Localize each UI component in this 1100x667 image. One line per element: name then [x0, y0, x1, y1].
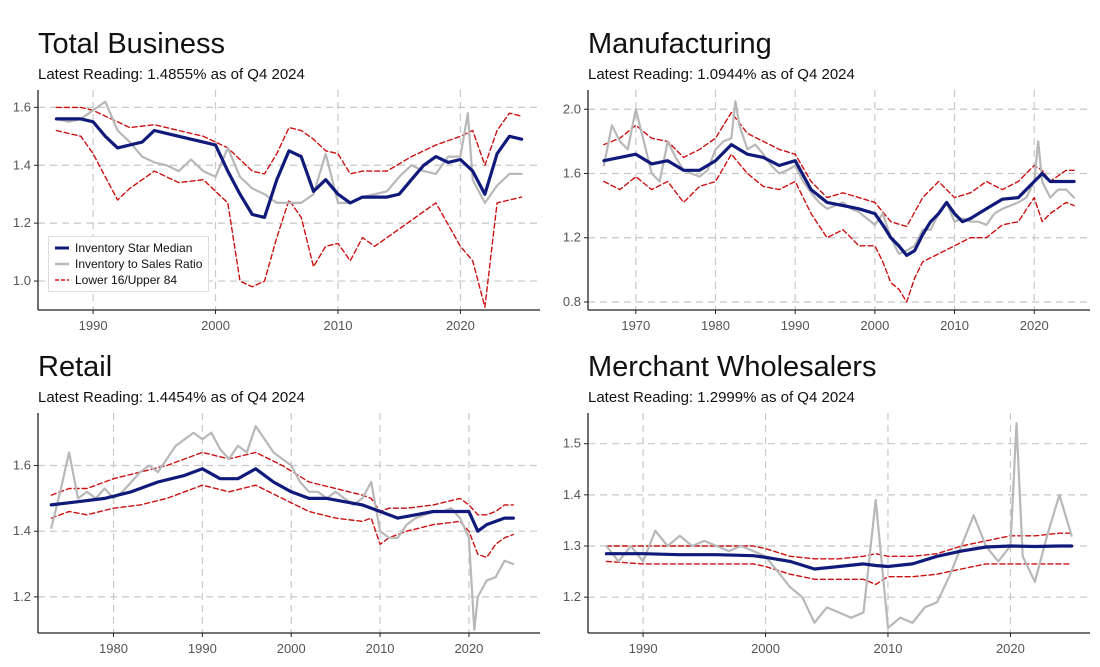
legend-label: Inventory Star Median — [75, 241, 193, 255]
panel-manufacturing: 1970 1980 1990 2000 2010 2020 0.8 1.2 1.6 2.0 Man… — [550, 0, 1100, 333]
x-tick-label: 2020 — [1020, 318, 1049, 333]
latest-reading: Latest Reading: 1.4855% as of Q4 2024 — [38, 66, 305, 83]
y-tick-label: 1.6 — [13, 458, 31, 473]
y-tick-label: 1.4 — [13, 157, 31, 172]
series-lower-16 — [603, 153, 1075, 303]
x-tick-label: 1990 — [629, 641, 658, 656]
latest-reading: Latest Reading: 1.2999% as of Q4 2024 — [588, 389, 855, 406]
x-tick-label: 2000 — [201, 318, 230, 333]
chart-total-business: 1990 2000 2010 2020 1.0 1.2 1.4 1.6 — [13, 90, 540, 333]
panel-merchant-wholesalers: 1990 2000 2010 2020 1.2 1.3 1.4 1.5 Merchant Wh… — [550, 323, 1100, 656]
x-tick-label: 2010 — [874, 641, 903, 656]
series-inventory-star-median — [54, 117, 524, 219]
series-upper-84 — [50, 451, 514, 516]
x-tick-label: 1980 — [701, 318, 730, 333]
legend-key-band — [55, 273, 69, 287]
y-tick-label: 1.5 — [563, 436, 581, 451]
x-tick-label: 1990 — [781, 318, 810, 333]
latest-reading: Latest Reading: 1.0944% as of Q4 2024 — [588, 66, 855, 83]
legend: Inventory Star Median Inventory to Sales… — [48, 236, 210, 292]
chart-merchant-wholesalers: 1990 2000 2010 2020 1.2 1.3 1.4 1.5 — [563, 413, 1090, 656]
x-tick-label: 2020 — [454, 641, 483, 656]
series-inventory-to-sales-ratio — [602, 100, 1076, 255]
chart-retail: 1980 1990 2000 2010 2020 1.2 1.4 1.6 — [13, 413, 540, 656]
x-tick-label: 1990 — [188, 641, 217, 656]
y-tick-label: 1.4 — [13, 523, 31, 538]
y-tick-label: 1.2 — [563, 589, 581, 604]
y-tick-label: 1.0 — [13, 273, 31, 288]
panel-title: Retail — [38, 351, 113, 383]
panel-total-business: 1990 2000 2010 2020 1.0 1.2 1.4 1.6 Total Busin… — [0, 0, 550, 333]
x-tick-label: 2000 — [751, 641, 780, 656]
legend-key-median — [55, 241, 69, 255]
legend-label: Inventory to Sales Ratio — [75, 257, 203, 271]
y-tick-label: 1.3 — [563, 538, 581, 553]
y-tick-label: 1.2 — [13, 215, 31, 230]
series-lower-16 — [55, 129, 523, 308]
legend-key-ratio — [55, 257, 69, 271]
x-tick-label: 2000 — [277, 641, 306, 656]
x-tick-label: 1980 — [99, 641, 128, 656]
series-lower-16 — [50, 484, 514, 559]
x-tick-label: 2020 — [446, 318, 475, 333]
y-tick-label: 2.0 — [563, 101, 581, 116]
x-tick-label: 1970 — [621, 318, 650, 333]
series-inventory-star-median — [604, 544, 1074, 571]
latest-reading: Latest Reading: 1.4454% as of Q4 2024 — [38, 389, 305, 406]
legend-item-median: Inventory Star Median — [55, 240, 202, 256]
y-tick-label: 1.6 — [563, 166, 581, 181]
y-tick-label: 0.8 — [563, 294, 581, 309]
series-upper-84 — [55, 106, 523, 175]
x-tick-label: 2000 — [860, 318, 889, 333]
y-tick-label: 1.6 — [13, 99, 31, 114]
y-tick-label: 1.2 — [13, 589, 31, 604]
x-tick-label: 2020 — [996, 641, 1025, 656]
legend-label: Lower 16/Upper 84 — [75, 273, 178, 287]
legend-item-ratio: Inventory to Sales Ratio — [55, 256, 202, 272]
panel-title: Total Business — [38, 28, 225, 60]
x-tick-label: 1990 — [79, 318, 108, 333]
series-inventory-star-median — [602, 143, 1076, 257]
panel-title: Manufacturing — [588, 28, 772, 60]
panel-title: Merchant Wholesalers — [588, 351, 877, 383]
y-tick-label: 1.4 — [563, 487, 581, 502]
chart-manufacturing: 1970 1980 1990 2000 2010 2020 0.8 1.2 1.6 2.0 — [563, 90, 1090, 333]
x-tick-label: 2010 — [324, 318, 353, 333]
x-tick-label: 2010 — [366, 641, 395, 656]
y-tick-label: 1.2 — [563, 230, 581, 245]
panel-retail: 1980 1990 2000 2010 2020 1.2 1.4 1.6 Retail Lat… — [0, 323, 550, 656]
series-upper-84 — [603, 111, 1075, 228]
series-inventory-star-median — [49, 467, 515, 533]
series-inventory-to-sales-ratio — [605, 422, 1073, 629]
series-inventory-to-sales-ratio — [50, 424, 515, 631]
x-tick-label: 2010 — [940, 318, 969, 333]
series-lower-16 — [605, 560, 1073, 586]
legend-item-band: Lower 16/Upper 84 — [55, 272, 202, 288]
series-inventory-to-sales-ratio — [55, 100, 523, 204]
